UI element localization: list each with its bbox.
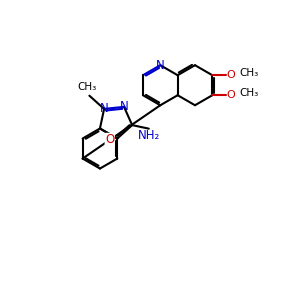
Text: O: O	[226, 90, 235, 100]
Text: CH₃: CH₃	[77, 82, 97, 92]
Text: O: O	[105, 134, 114, 146]
Text: N: N	[120, 100, 128, 113]
Text: N: N	[156, 59, 165, 72]
Text: NH₂: NH₂	[138, 129, 160, 142]
Text: O: O	[226, 70, 235, 80]
Text: N: N	[100, 102, 109, 116]
Text: CH₃: CH₃	[240, 68, 259, 78]
Text: CH₃: CH₃	[240, 88, 259, 98]
